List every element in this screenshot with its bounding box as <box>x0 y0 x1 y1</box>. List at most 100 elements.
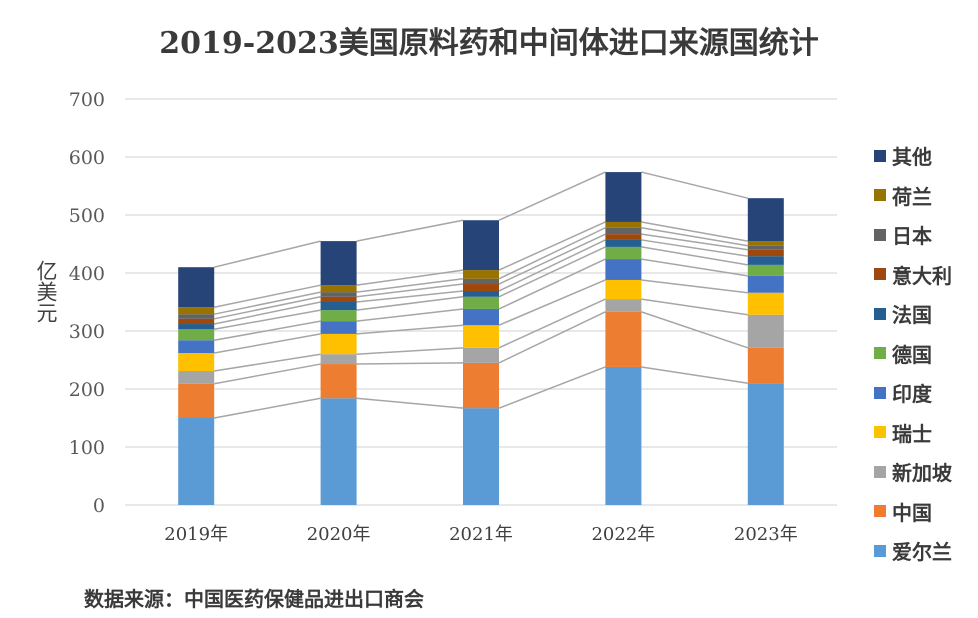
legend-label: 新加坡 <box>892 461 952 486</box>
x-tick-label: 2022年 <box>591 524 655 545</box>
bar-segment <box>747 249 784 257</box>
series-line <box>356 324 464 335</box>
bar-segment <box>605 239 642 247</box>
y-tick-label: 100 <box>69 437 105 459</box>
bar-segment <box>320 302 357 311</box>
legend-item: 中国 <box>874 492 952 532</box>
legend-label: 中国 <box>892 500 932 525</box>
legend-item: 瑞士 <box>874 413 952 453</box>
bar-segment <box>178 353 215 372</box>
legend-item: 新加坡 <box>874 452 952 492</box>
legend-swatch <box>874 307 886 320</box>
bar-segment <box>605 299 642 312</box>
bar-segment <box>605 234 642 240</box>
bar-segment <box>463 284 499 291</box>
series-line <box>214 320 321 342</box>
bar-segment <box>747 314 784 348</box>
legend-label: 荷兰 <box>892 184 932 209</box>
series-line <box>214 284 321 308</box>
chart-title: 2019-2023美国原料药和中间体进口来源国统计 <box>159 26 819 61</box>
bar-segment <box>178 418 215 505</box>
bar-segment <box>178 324 215 330</box>
bar-segment <box>463 270 499 279</box>
bar-segment <box>605 366 642 505</box>
bar-segment <box>747 292 784 315</box>
series-line <box>641 246 748 266</box>
y-tick-label: 700 <box>69 89 105 111</box>
bar-segment <box>605 221 642 228</box>
bar-segment <box>320 354 357 365</box>
legend-label: 爱尔兰 <box>892 540 952 565</box>
series-line <box>214 363 321 385</box>
legend-label: 印度 <box>892 382 932 407</box>
y-tick-label: 600 <box>69 147 105 169</box>
series-line <box>498 246 606 298</box>
series-line <box>214 296 321 320</box>
legend-item: 其他 <box>874 136 952 176</box>
series-line <box>641 239 748 257</box>
bar-segment <box>178 318 215 325</box>
legend-item: 印度 <box>874 373 952 413</box>
bar-segment <box>320 364 357 399</box>
series-line <box>641 279 748 294</box>
bar-segment <box>178 383 215 418</box>
legend-item: 法国 <box>874 294 952 334</box>
bar-segment <box>747 347 784 384</box>
y-axis-label: 亿美元 <box>34 260 58 323</box>
series-line <box>498 366 606 409</box>
x-tick-label: 2020年 <box>307 524 371 545</box>
series-line <box>356 219 464 242</box>
bar-segment <box>320 321 357 334</box>
source-note: 数据来源：中国医药保健品进出口商会 <box>84 587 424 611</box>
bar-segment <box>747 264 784 276</box>
y-tick-label: 400 <box>69 263 105 285</box>
series-line <box>641 366 748 384</box>
series-line <box>498 298 606 349</box>
series-line <box>498 171 606 221</box>
series-line <box>214 309 321 330</box>
legend-label: 日本 <box>892 224 932 249</box>
series-line <box>214 291 321 315</box>
y-tick-label: 0 <box>93 495 105 517</box>
series-line <box>214 333 321 354</box>
series-line <box>498 227 606 280</box>
series-line <box>641 233 748 251</box>
series-line <box>356 347 464 355</box>
series-line <box>641 311 749 349</box>
legend-swatch <box>874 386 886 399</box>
bar-segment <box>605 246 642 260</box>
legend-item: 日本 <box>874 215 952 255</box>
legend: 其他 荷兰 日本 意大利 法国 德国 印度 瑞士 新加坡 中国 爱尔兰 <box>874 136 952 571</box>
bar-segment <box>463 308 499 326</box>
series-line <box>214 301 321 325</box>
bar-segment <box>605 259 642 280</box>
series-line <box>498 311 606 364</box>
series-line <box>356 269 464 286</box>
bar-segment <box>747 275 784 293</box>
series-line <box>641 258 748 277</box>
bar-segment <box>463 296 499 309</box>
legend-swatch <box>874 426 886 439</box>
legend-swatch <box>874 268 886 281</box>
series-line <box>356 290 464 303</box>
series-line <box>356 397 464 409</box>
bar-segment <box>463 278 499 285</box>
bar-segment <box>320 241 357 286</box>
bar-segment <box>605 311 642 367</box>
bar-segment <box>747 245 784 250</box>
legend-item: 德国 <box>874 334 952 374</box>
legend-swatch <box>874 505 886 518</box>
legend-swatch <box>874 189 886 202</box>
legend-swatch <box>874 465 886 478</box>
legend-swatch <box>874 228 886 241</box>
bar-segment <box>178 314 215 319</box>
series-line <box>641 227 748 247</box>
legend-swatch <box>874 347 886 360</box>
bar-segment <box>605 172 642 222</box>
series-line <box>214 397 321 419</box>
series-line <box>641 171 748 199</box>
bar-segment <box>463 290 499 297</box>
series-line <box>214 240 321 268</box>
legend-swatch <box>874 149 886 162</box>
